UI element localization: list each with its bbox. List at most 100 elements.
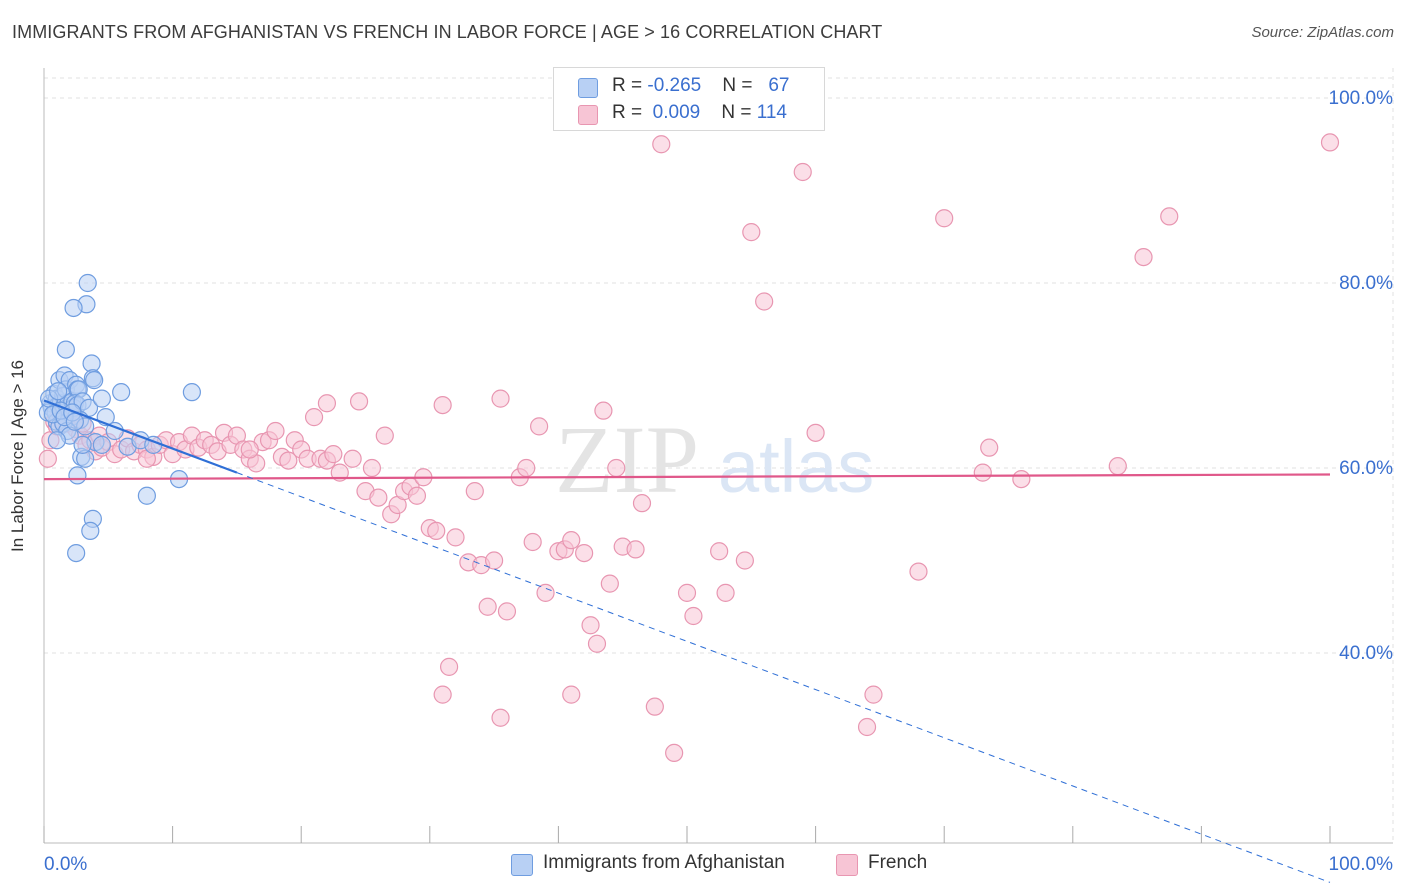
- data-point: [587, 634, 607, 653]
- data-point: [369, 488, 388, 507]
- french-points: [38, 133, 1340, 763]
- afghanistan-points: [38, 273, 201, 563]
- data-point: [562, 531, 581, 550]
- data-point: [1134, 248, 1153, 267]
- data-point: [65, 412, 84, 431]
- data-point: [497, 602, 517, 621]
- afghanistan-trend-extension: [236, 472, 1331, 883]
- data-point: [864, 685, 883, 704]
- data-point: [240, 440, 259, 459]
- legend-r-label: R =: [612, 102, 648, 123]
- legend-text: R = -0.265 N = 67: [612, 75, 789, 97]
- data-point: [433, 685, 452, 704]
- data-point: [909, 562, 928, 581]
- data-point: [1012, 470, 1031, 489]
- y-tick-label: 40.0%: [1339, 643, 1393, 664]
- data-point: [491, 708, 510, 727]
- data-point: [92, 389, 111, 408]
- data-point: [343, 449, 362, 468]
- watermark: ZIP atlas: [555, 406, 874, 513]
- data-point: [85, 371, 104, 390]
- legend-r-value: 0.009: [652, 102, 701, 123]
- data-point: [735, 551, 754, 570]
- legend-n-label: N =: [721, 102, 757, 123]
- legend-swatch-pink: [578, 105, 598, 125]
- data-point: [523, 532, 542, 552]
- data-point: [427, 521, 446, 541]
- data-point: [710, 542, 729, 561]
- data-point: [742, 223, 761, 242]
- data-point: [536, 583, 555, 602]
- data-point: [607, 458, 626, 478]
- legend-n-value: 67: [768, 75, 790, 96]
- data-point: [806, 423, 825, 442]
- data-point: [684, 606, 703, 626]
- trend-lines: [43, 399, 1331, 883]
- data-point: [677, 583, 697, 602]
- data-point: [324, 445, 343, 464]
- legend-swatch-blue: [578, 78, 598, 98]
- data-point: [600, 574, 619, 593]
- data-point: [78, 273, 97, 293]
- data-point: [349, 392, 369, 411]
- watermark-atlas: atlas: [718, 425, 874, 508]
- data-point: [1108, 457, 1127, 476]
- data-point: [38, 449, 57, 468]
- data-point: [279, 451, 298, 470]
- watermark-zip: ZIP: [555, 406, 699, 513]
- data-point: [407, 486, 427, 505]
- y-tick-label: 100.0%: [1329, 88, 1394, 109]
- data-point: [581, 616, 600, 635]
- data-point: [755, 292, 774, 311]
- data-point: [485, 551, 504, 570]
- data-point: [182, 383, 201, 402]
- data-point: [652, 135, 671, 154]
- data-point: [665, 743, 684, 763]
- data-point: [375, 426, 394, 445]
- y-tick-label: 80.0%: [1339, 273, 1393, 294]
- data-point: [362, 458, 382, 478]
- bottom-legend-swatch-blue: [511, 854, 533, 876]
- data-point: [330, 463, 349, 482]
- data-point: [594, 401, 613, 420]
- data-point: [626, 540, 645, 559]
- data-point: [857, 717, 877, 737]
- data-point: [68, 466, 87, 485]
- legend-n-value: 114: [756, 102, 787, 123]
- data-point: [439, 657, 459, 676]
- y-tick-label: 60.0%: [1339, 458, 1393, 479]
- french-trend-line: [43, 473, 1331, 481]
- data-point: [465, 482, 484, 501]
- data-point: [980, 438, 999, 457]
- data-point: [64, 298, 83, 318]
- data-point: [446, 528, 465, 547]
- data-point: [49, 382, 68, 401]
- data-point: [56, 340, 75, 359]
- data-point: [530, 417, 549, 436]
- chart-source: Source: ZipAtlas.com: [1251, 24, 1394, 41]
- data-point: [575, 543, 594, 563]
- bottom-legend-label: French: [868, 852, 928, 873]
- x-tick-label: 0.0%: [44, 854, 87, 875]
- data-point: [645, 697, 664, 716]
- data-point: [92, 435, 111, 454]
- data-point: [433, 396, 452, 415]
- data-point: [562, 685, 581, 704]
- data-point: [1320, 133, 1340, 152]
- legend-text: R = 0.009 N = 114: [612, 102, 787, 124]
- x-tick-label: 100.0%: [1329, 854, 1394, 875]
- correlation-legend: R = -0.265 N = 67 R = 0.009 N = 114: [553, 67, 825, 131]
- data-point: [47, 431, 66, 450]
- data-point: [973, 463, 992, 482]
- legend-r-value: -0.265: [647, 75, 702, 96]
- legend-n-label: N =: [722, 75, 758, 96]
- bottom-legend-label: Immigrants from Afghanistan: [543, 852, 785, 873]
- data-point: [517, 458, 536, 478]
- data-point: [793, 162, 812, 182]
- data-point: [67, 543, 86, 563]
- data-point: [137, 486, 156, 505]
- bottom-legend-swatch-pink: [836, 854, 858, 876]
- legend-r-label: R =: [612, 75, 648, 96]
- data-point: [1160, 207, 1179, 226]
